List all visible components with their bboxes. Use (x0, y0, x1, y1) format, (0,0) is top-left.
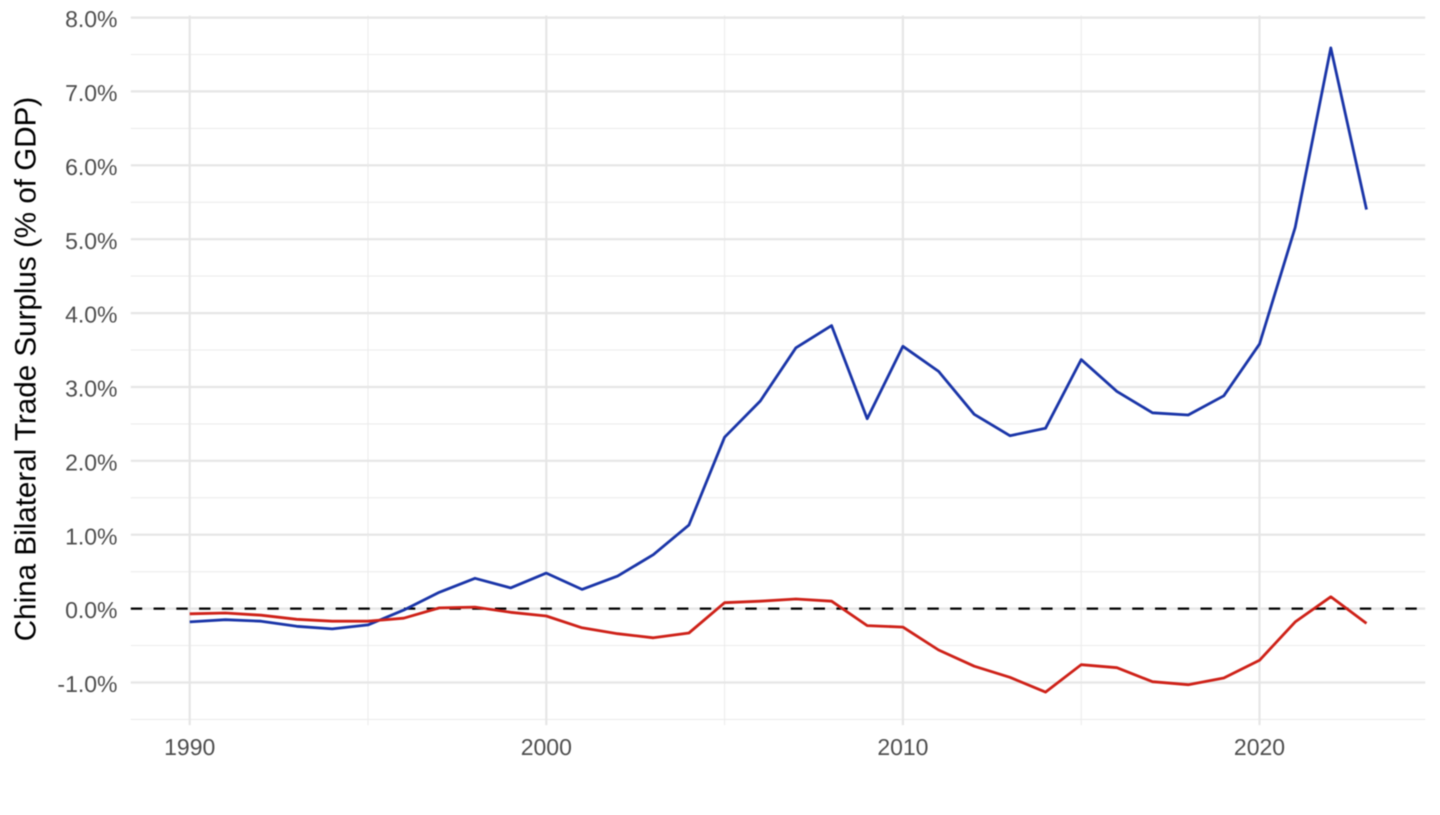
svg-text:4.0%: 4.0% (65, 302, 117, 328)
svg-text:-1.0%: -1.0% (57, 671, 117, 697)
svg-text:3.0%: 3.0% (65, 376, 117, 402)
svg-text:2000: 2000 (521, 734, 572, 760)
svg-text:5.0%: 5.0% (65, 228, 117, 254)
svg-text:2.0%: 2.0% (65, 449, 117, 475)
svg-text:8.0%: 8.0% (65, 6, 117, 32)
svg-text:1990: 1990 (164, 734, 215, 760)
svg-text:0.0%: 0.0% (65, 597, 117, 623)
svg-text:2010: 2010 (877, 734, 928, 760)
svg-text:China Bilateral Trade Surplus: China Bilateral Trade Surplus (% of GDP) (10, 97, 43, 641)
svg-text:6.0%: 6.0% (65, 154, 117, 180)
svg-text:7.0%: 7.0% (65, 80, 117, 106)
svg-text:1.0%: 1.0% (65, 523, 117, 549)
svg-text:2020: 2020 (1234, 734, 1285, 760)
